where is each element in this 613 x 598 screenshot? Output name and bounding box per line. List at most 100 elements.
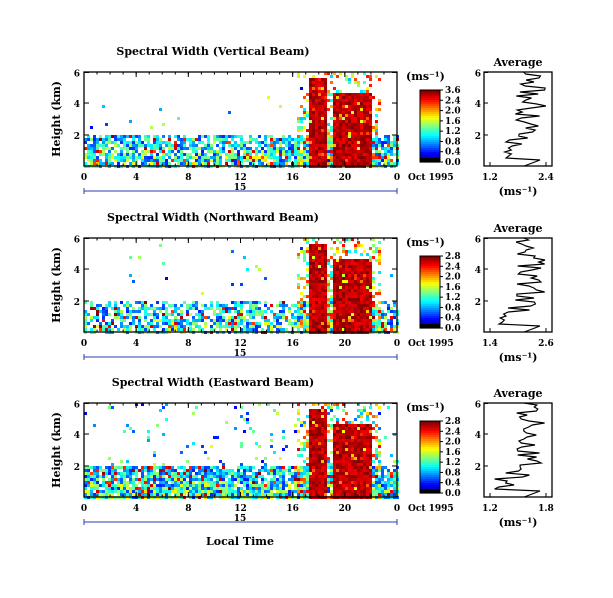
heatmap-cell	[315, 81, 318, 84]
heatmap-cell	[252, 325, 255, 328]
heatmap-cell	[315, 271, 318, 274]
heatmap-cell	[366, 460, 369, 463]
heatmap-cell	[354, 150, 357, 153]
heatmap-cell	[321, 147, 324, 150]
heatmap-cell	[282, 159, 285, 162]
heatmap-cell	[237, 153, 240, 156]
heatmap-cell	[324, 259, 327, 262]
heatmap-cell	[333, 277, 336, 280]
heatmap-cell	[195, 325, 198, 328]
heatmap-cell	[303, 448, 306, 451]
x-tick-label: 16	[286, 504, 299, 514]
heatmap-cell	[159, 162, 162, 165]
average-profile-line	[502, 71, 547, 167]
heatmap-cell	[318, 424, 321, 427]
heatmap-cell	[309, 259, 312, 262]
colorbar-segment	[420, 266, 440, 269]
heatmap-cell	[354, 102, 357, 105]
heatmap-cell	[357, 271, 360, 274]
heatmap-cell	[345, 484, 348, 487]
heatmap-cell	[258, 487, 261, 490]
x-tick-label: 4	[133, 504, 139, 514]
heatmap-cell	[279, 490, 282, 493]
heatmap-cell	[390, 484, 393, 487]
heatmap-cell	[363, 292, 366, 295]
heatmap-cell	[273, 484, 276, 487]
heatmap-cell	[324, 493, 327, 496]
heatmap-cell	[309, 325, 312, 328]
colorbar-segment	[420, 489, 440, 492]
heatmap-cell	[339, 117, 342, 120]
heatmap-cell	[333, 430, 336, 433]
heatmap-cell	[267, 490, 270, 493]
heatmap-cell	[225, 328, 228, 331]
heatmap-cell	[336, 313, 339, 316]
heatmap-cell	[267, 156, 270, 159]
heatmap-cell	[357, 448, 360, 451]
heatmap-cell	[204, 472, 207, 475]
heatmap-cell	[195, 478, 198, 481]
heatmap-cell	[360, 307, 363, 310]
heatmap-cell	[339, 475, 342, 478]
heatmap-cell	[159, 493, 162, 496]
heatmap-cell	[390, 493, 393, 496]
heatmap-cell	[93, 487, 96, 490]
heatmap-cell	[297, 412, 300, 415]
average-x-axis-label: (ms⁻¹)	[499, 185, 538, 198]
heatmap-cell	[342, 289, 345, 292]
heatmap-cell	[321, 135, 324, 138]
heatmap-cell	[126, 144, 129, 147]
colorbar-tick-label: 0.4	[445, 314, 461, 324]
heatmap-cell	[336, 120, 339, 123]
heatmap-cell	[348, 307, 351, 310]
heatmap-cell	[249, 313, 252, 316]
heatmap-cell	[171, 147, 174, 150]
heatmap-cell	[105, 493, 108, 496]
heatmap-cell	[363, 466, 366, 469]
heatmap-cell	[363, 406, 366, 409]
heatmap-cell	[312, 304, 315, 307]
heatmap-cell	[180, 325, 183, 328]
colorbar-tick-label: 2.0	[445, 273, 461, 283]
heatmap-cell	[369, 75, 372, 78]
heatmap-cell	[294, 469, 297, 472]
heatmap-cell	[372, 256, 375, 259]
heatmap-cell	[96, 138, 99, 141]
heatmap-cell	[345, 298, 348, 301]
heatmap-cell	[222, 484, 225, 487]
heatmap-cell	[333, 313, 336, 316]
heatmap-cell	[231, 150, 234, 153]
heatmap-cell	[306, 466, 309, 469]
heatmap-cell	[117, 487, 120, 490]
heatmap-cell	[282, 448, 285, 451]
heatmap-cell	[357, 424, 360, 427]
heatmap-cell	[321, 108, 324, 111]
heatmap-cell	[363, 123, 366, 126]
chart-panel-2: Spectral Width (Northward Beam)0 4 8 12 16 20…	[50, 211, 554, 364]
heatmap-cell	[198, 319, 201, 322]
heatmap-cell	[237, 156, 240, 159]
heatmap-cell	[264, 156, 267, 159]
heatmap-cell	[336, 271, 339, 274]
heatmap-cell	[342, 153, 345, 156]
heatmap-cell	[315, 472, 318, 475]
heatmap-cell	[210, 478, 213, 481]
heatmap-cell	[258, 156, 261, 159]
heatmap-cell	[324, 421, 327, 424]
heatmap-cell	[258, 162, 261, 165]
heatmap-cell	[270, 484, 273, 487]
heatmap-cell	[354, 442, 357, 445]
heatmap-cell	[357, 129, 360, 132]
heatmap-cell	[336, 406, 339, 409]
heatmap-cell	[378, 322, 381, 325]
heatmap-cell	[306, 153, 309, 156]
heatmap-cell	[366, 466, 369, 469]
heatmap-cell	[153, 162, 156, 165]
heatmap-cell	[339, 319, 342, 322]
heatmap-cell	[120, 159, 123, 162]
heatmap-cell	[162, 472, 165, 475]
heatmap-cell	[348, 433, 351, 436]
heatmap-cell	[306, 144, 309, 147]
heatmap-cell	[279, 475, 282, 478]
heatmap-cell	[168, 138, 171, 141]
